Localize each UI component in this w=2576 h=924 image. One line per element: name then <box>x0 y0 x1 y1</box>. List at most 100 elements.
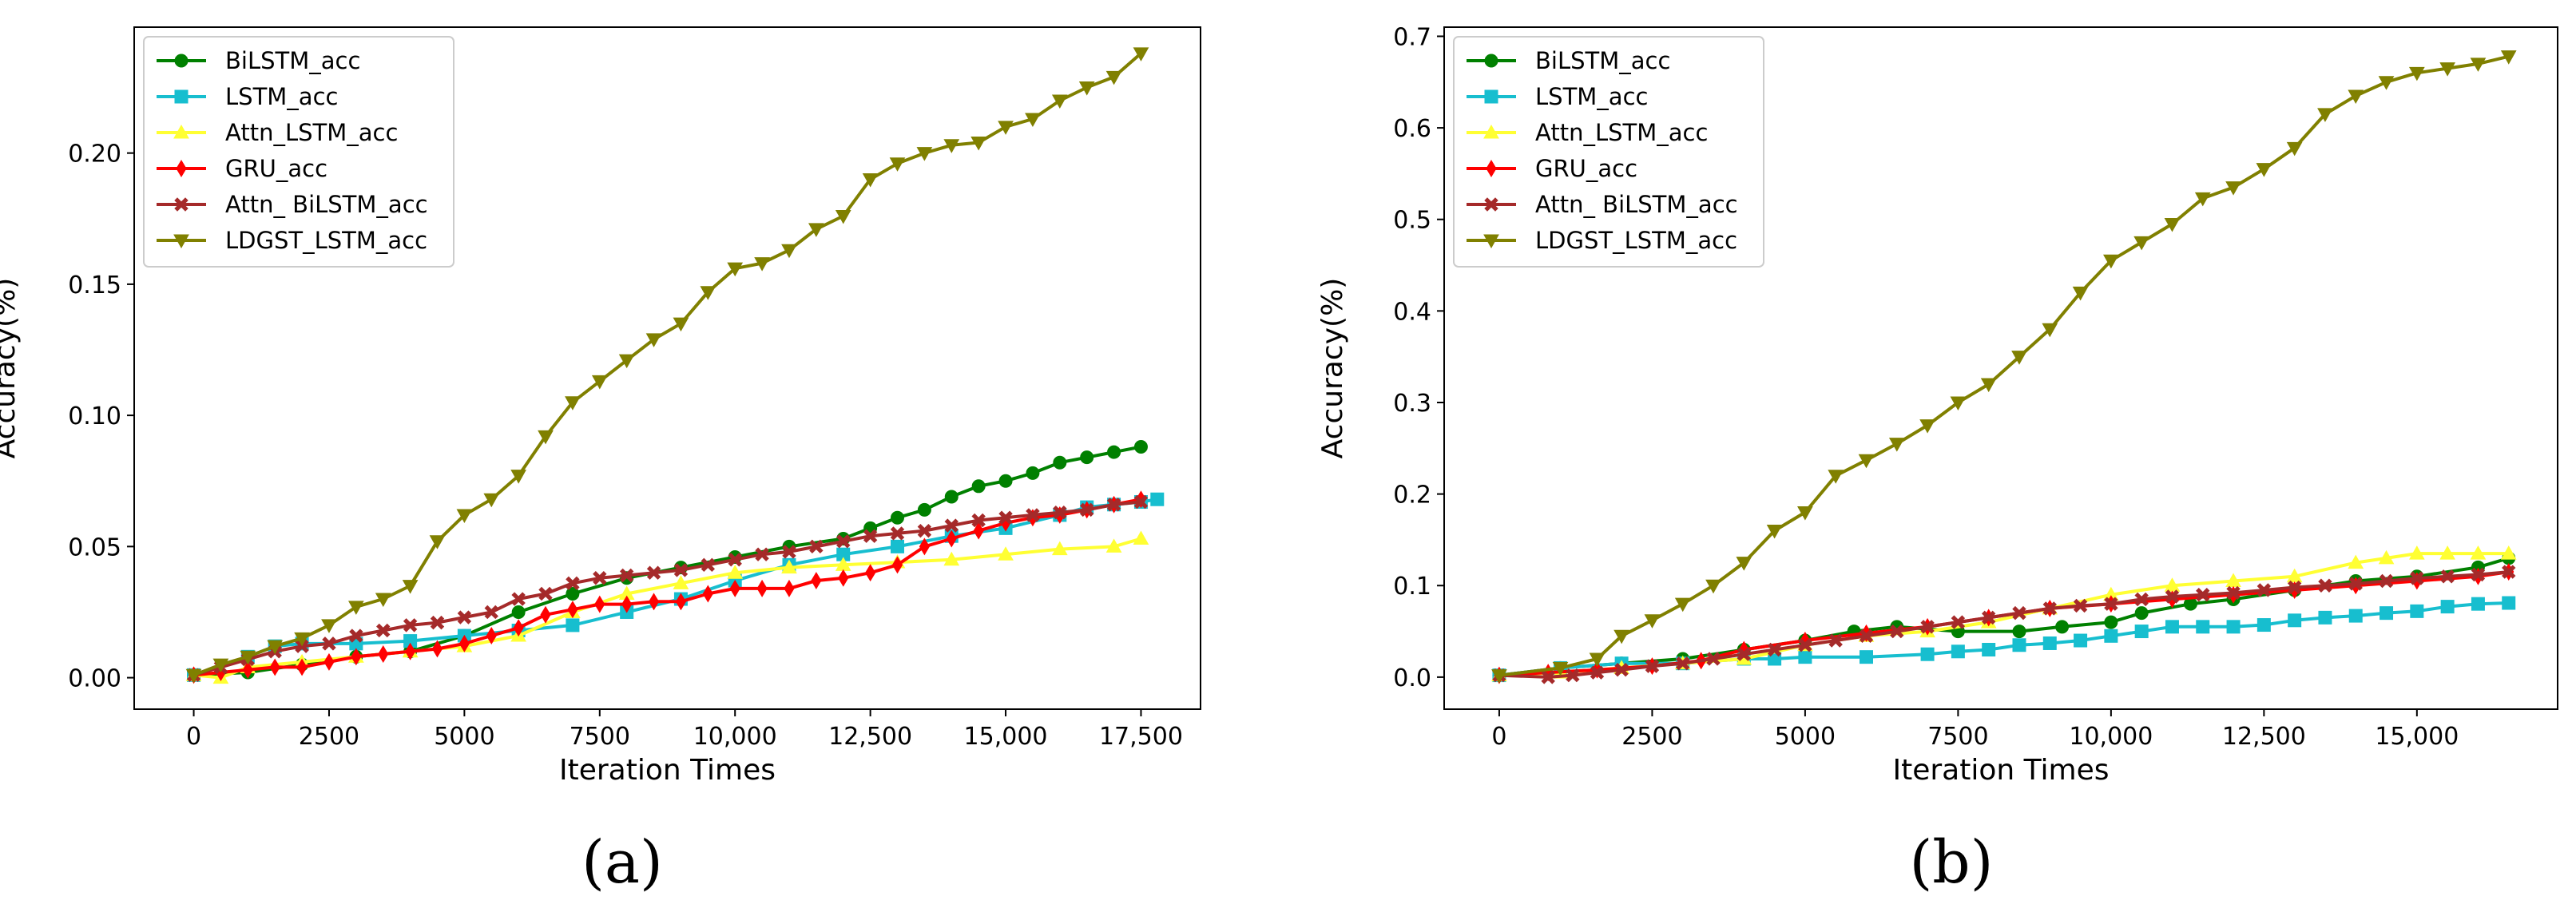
data-point <box>1644 614 1661 629</box>
data-point <box>673 317 689 332</box>
y-tick-label: 0.4 <box>1393 298 1431 326</box>
legend-entry-gru-acc: GRU_acc <box>225 155 327 182</box>
series-ldgst-lstm-acc <box>1491 50 2517 684</box>
series-line <box>193 500 1141 677</box>
data-point <box>944 518 959 533</box>
data-point <box>378 645 389 663</box>
data-point <box>1133 530 1149 545</box>
series-attn-bilstm-acc <box>186 494 1149 683</box>
data-point <box>375 593 391 608</box>
data-point <box>2348 89 2364 104</box>
data-point <box>1051 94 1068 109</box>
data-point <box>2410 604 2424 618</box>
data-point <box>2318 578 2332 593</box>
legend-marker-attn-lstm-acc <box>173 124 189 139</box>
series-line <box>193 537 1142 680</box>
data-point <box>1951 644 1965 659</box>
data-point <box>2471 567 2486 582</box>
data-point <box>1676 656 1690 671</box>
data-point <box>891 539 905 553</box>
legend-marker-bilstm-acc <box>1484 54 1498 68</box>
data-point <box>1674 597 1691 613</box>
data-point <box>566 618 580 633</box>
data-point <box>1025 113 1041 127</box>
data-point <box>970 137 987 151</box>
data-point <box>835 209 851 224</box>
data-point <box>296 658 308 676</box>
chart-b: 0 2500 5000 7500 10,000 12,500 15,000 0.0 0.1 0.2… <box>1316 23 2558 897</box>
data-point <box>2134 625 2149 639</box>
legend-entry-ldgst-lstm-acc: LDGST_LSTM_acc <box>225 227 427 254</box>
data-point <box>566 586 580 601</box>
data-point <box>1798 638 1812 652</box>
x-tick-label: 0 <box>1491 723 1506 751</box>
data-point <box>321 619 337 633</box>
data-point <box>565 396 581 410</box>
data-point <box>1613 629 1629 644</box>
data-point <box>591 375 608 390</box>
plot-frame <box>1443 26 2558 710</box>
data-point <box>1026 508 1040 522</box>
data-point <box>973 521 984 540</box>
series-attn-bilstm-acc <box>1492 565 2516 684</box>
data-point <box>1026 466 1040 480</box>
data-point <box>456 509 473 523</box>
data-point <box>2134 592 2149 607</box>
data-point <box>1566 668 1580 683</box>
data-point <box>1150 492 1165 506</box>
data-point <box>267 640 284 655</box>
data-point <box>513 619 524 637</box>
y-tick-label: 0.15 <box>68 272 121 299</box>
data-point <box>2439 545 2455 560</box>
data-point <box>2378 549 2395 565</box>
data-point <box>781 244 797 259</box>
data-point <box>402 580 419 594</box>
data-point <box>1797 506 1813 521</box>
data-point <box>1737 647 1752 661</box>
data-point <box>1491 669 1507 684</box>
data-point <box>2500 545 2517 560</box>
data-point <box>2225 181 2241 196</box>
data-point <box>376 623 391 638</box>
data-point <box>458 634 470 652</box>
legend-entry-bilstm-acc: BiLSTM_acc <box>225 47 360 74</box>
x-axis-label: Iteration Times <box>559 754 776 787</box>
panel-label: (a) <box>581 828 663 897</box>
legend-marker-attn-bilstm-acc <box>1484 197 1498 212</box>
data-point <box>998 546 1014 561</box>
x-tick-label: 10,000 <box>693 723 777 751</box>
data-point <box>2133 236 2150 251</box>
data-point <box>405 642 416 660</box>
data-point <box>2256 618 2271 633</box>
data-point <box>1798 650 1812 664</box>
data-point <box>1951 615 1966 629</box>
data-point <box>185 668 202 684</box>
data-point <box>618 354 635 369</box>
y-tick-label: 0.20 <box>68 141 121 169</box>
legend-entry-attn-bilstm-acc: Attn_ BiLSTM_acc <box>1535 191 1738 218</box>
data-point <box>484 605 498 620</box>
legend-entry-attn-lstm-acc: Attn_LSTM_acc <box>1535 119 1708 146</box>
data-point <box>2134 606 2149 621</box>
data-point <box>700 286 716 300</box>
data-point <box>1106 498 1121 512</box>
data-point <box>2072 286 2089 301</box>
data-point <box>1080 450 1094 465</box>
data-point <box>403 618 418 633</box>
data-point <box>1706 652 1721 666</box>
data-point <box>891 556 903 574</box>
data-point <box>1079 502 1094 518</box>
x-tick-label: 12,500 <box>2222 723 2306 751</box>
legend-marker-attn-lstm-acc <box>1483 124 1499 139</box>
data-point <box>2471 597 2485 611</box>
y-tick-label: 0.5 <box>1393 207 1431 235</box>
x-tick-label: 5000 <box>434 723 494 751</box>
data-point <box>429 535 446 549</box>
data-point <box>351 648 362 666</box>
data-point <box>2073 598 2088 613</box>
data-point <box>323 652 335 671</box>
data-point <box>1736 557 1752 571</box>
data-point <box>1828 633 1843 648</box>
data-point <box>1078 81 1095 96</box>
legend-entry-lstm-acc: LSTM_acc <box>225 83 338 110</box>
